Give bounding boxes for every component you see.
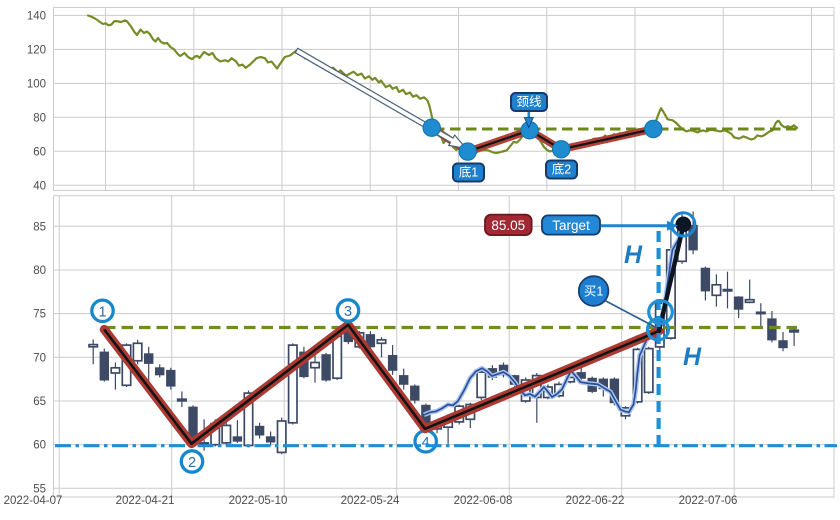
svg-text:2022-05-24: 2022-05-24: [341, 495, 400, 507]
svg-text:2022-06-08: 2022-06-08: [454, 495, 513, 507]
svg-text:H: H: [683, 343, 702, 371]
svg-text:75: 75: [33, 309, 46, 321]
svg-text:40: 40: [33, 180, 46, 192]
svg-text:65: 65: [33, 396, 46, 408]
svg-text:2022-05-10: 2022-05-10: [229, 495, 288, 507]
svg-text:80: 80: [33, 265, 46, 277]
svg-text:60: 60: [33, 146, 46, 158]
svg-text:4: 4: [422, 435, 430, 451]
svg-text:底2: 底2: [552, 162, 572, 177]
svg-text:底1: 底1: [459, 165, 479, 180]
svg-text:1: 1: [98, 304, 106, 320]
svg-text:Target: Target: [552, 218, 590, 233]
svg-text:120: 120: [27, 44, 46, 56]
svg-text:60: 60: [33, 440, 46, 452]
svg-text:3: 3: [344, 304, 352, 320]
svg-text:2022-04-07: 2022-04-07: [4, 495, 63, 507]
svg-text:85: 85: [33, 221, 46, 233]
svg-text:100: 100: [27, 78, 46, 90]
svg-text:140: 140: [27, 10, 46, 22]
svg-text:80: 80: [33, 112, 46, 124]
svg-text:买1: 买1: [584, 285, 604, 299]
svg-text:2022-04-21: 2022-04-21: [116, 495, 175, 507]
svg-text:H: H: [624, 241, 643, 269]
svg-text:55: 55: [33, 483, 46, 495]
svg-text:2: 2: [188, 455, 196, 471]
svg-text:2022-07-06: 2022-07-06: [679, 495, 738, 507]
svg-text:颈线: 颈线: [516, 95, 542, 109]
svg-text:2022-06-22: 2022-06-22: [566, 495, 625, 507]
svg-text:85.05: 85.05: [491, 218, 525, 233]
svg-text:70: 70: [33, 352, 46, 364]
